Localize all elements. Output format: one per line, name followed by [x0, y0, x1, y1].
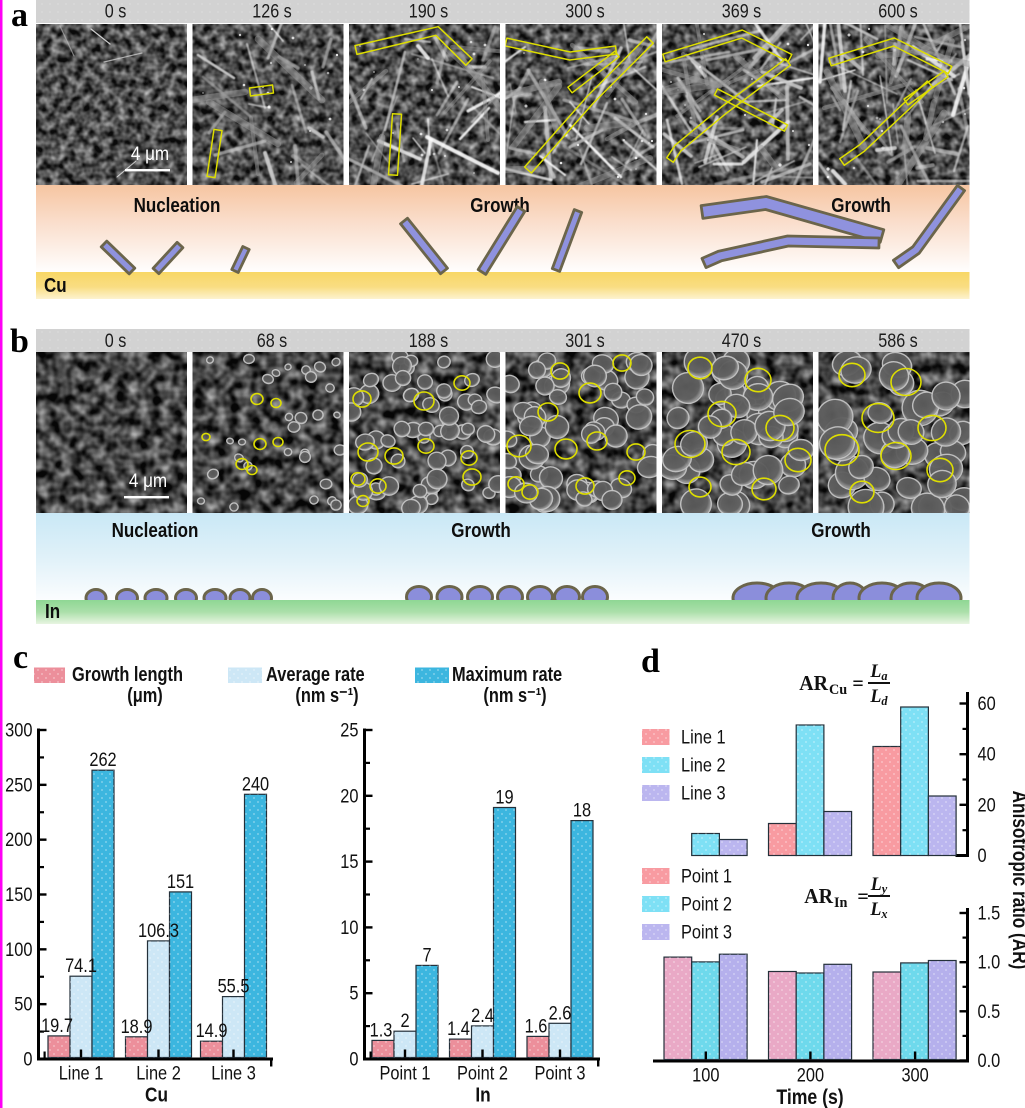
svg-text:d: d: [641, 643, 660, 680]
svg-text:151: 151: [167, 871, 194, 893]
svg-text:100: 100: [692, 1064, 719, 1086]
svg-text:55.5: 55.5: [218, 975, 250, 997]
svg-text:0 s: 0 s: [105, 0, 127, 22]
svg-text:25: 25: [340, 719, 358, 741]
svg-text:20: 20: [978, 794, 996, 816]
svg-text:4 μm: 4 μm: [131, 143, 169, 164]
svg-text:300: 300: [5, 719, 32, 741]
svg-text:2.6: 2.6: [549, 1002, 572, 1024]
svg-text:Line 3: Line 3: [681, 782, 726, 804]
svg-text:100: 100: [5, 938, 32, 960]
svg-text:0: 0: [349, 1048, 358, 1070]
svg-text:Ly: Ly: [870, 874, 888, 896]
svg-text:15: 15: [340, 851, 358, 873]
svg-text:150: 150: [5, 884, 32, 906]
svg-text:Cu: Cu: [44, 274, 67, 297]
svg-text:2: 2: [400, 1010, 409, 1032]
svg-text:Nucleation: Nucleation: [112, 519, 199, 542]
svg-text:La: La: [869, 661, 888, 683]
svg-text:Lx: Lx: [869, 899, 888, 921]
svg-text:68 s: 68 s: [257, 330, 288, 352]
svg-text:Ld: Ld: [869, 686, 888, 708]
svg-text:Cu: Cu: [145, 1084, 168, 1107]
svg-text:4 μm: 4 μm: [129, 470, 167, 491]
svg-text:300: 300: [901, 1064, 928, 1086]
svg-text:1.4: 1.4: [447, 1018, 470, 1040]
svg-text:262: 262: [89, 749, 116, 771]
svg-text:1.0: 1.0: [978, 951, 1001, 973]
svg-text:Point 2: Point 2: [457, 1062, 508, 1084]
svg-text:19: 19: [495, 786, 513, 808]
svg-text:200: 200: [5, 829, 32, 851]
svg-text:0.0: 0.0: [978, 1050, 1001, 1072]
svg-text:1.5: 1.5: [978, 902, 1001, 924]
svg-text:Nucleation: Nucleation: [134, 194, 221, 217]
svg-text:(nm s⁻¹): (nm s⁻¹): [295, 683, 358, 706]
svg-text:a: a: [11, 0, 28, 34]
svg-text:Growth length: Growth length: [72, 662, 183, 685]
svg-text:200: 200: [797, 1064, 824, 1086]
svg-text:190 s: 190 s: [409, 0, 449, 22]
svg-text:0: 0: [978, 845, 987, 867]
svg-text:Growth: Growth: [811, 519, 870, 542]
svg-text:7: 7: [422, 944, 431, 966]
svg-text:In: In: [475, 1084, 490, 1107]
svg-text:b: b: [10, 323, 29, 360]
svg-text:Maximum rate: Maximum rate: [452, 662, 562, 685]
svg-text:AR: AR: [799, 673, 828, 696]
svg-text:40: 40: [978, 743, 996, 765]
svg-text:Point 1: Point 1: [380, 1062, 431, 1084]
svg-text:Cu: Cu: [829, 682, 847, 698]
svg-text:126 s: 126 s: [252, 0, 292, 22]
svg-text:Point 3: Point 3: [681, 921, 732, 943]
svg-text:Line 2: Line 2: [136, 1062, 181, 1084]
svg-text:250: 250: [5, 774, 32, 796]
svg-text:In: In: [834, 895, 847, 911]
svg-text:369 s: 369 s: [722, 0, 762, 22]
svg-text:Growth: Growth: [451, 519, 510, 542]
svg-text:14.9: 14.9: [196, 1020, 228, 1042]
svg-text:20: 20: [340, 785, 358, 807]
svg-text:240: 240: [242, 773, 269, 795]
svg-text:19.7: 19.7: [41, 1015, 73, 1037]
svg-text:0: 0: [23, 1048, 32, 1070]
svg-text:1.6: 1.6: [525, 1015, 548, 1037]
svg-text:c: c: [13, 639, 28, 676]
svg-text:18: 18: [573, 799, 591, 821]
svg-text:(nm s⁻¹): (nm s⁻¹): [483, 683, 546, 706]
svg-text:586 s: 586 s: [878, 330, 918, 352]
svg-text:10: 10: [340, 917, 358, 939]
svg-text:5: 5: [349, 982, 358, 1004]
svg-text:300 s: 300 s: [565, 0, 605, 22]
svg-text:301 s: 301 s: [565, 330, 605, 352]
svg-text:74.1: 74.1: [65, 955, 97, 977]
svg-text:470 s: 470 s: [722, 330, 762, 352]
svg-text:Growth: Growth: [831, 194, 890, 217]
svg-text:Time (s): Time (s): [776, 1086, 843, 1108]
svg-text:600 s: 600 s: [878, 0, 918, 22]
svg-text:Point 2: Point 2: [681, 893, 732, 915]
svg-text:Point 1: Point 1: [681, 865, 732, 887]
svg-text:Average rate: Average rate: [266, 662, 365, 685]
svg-text:Line 1: Line 1: [59, 1062, 104, 1084]
svg-text:Point 3: Point 3: [535, 1062, 586, 1084]
svg-text:2.4: 2.4: [471, 1005, 494, 1027]
svg-text:Line 2: Line 2: [681, 754, 726, 776]
svg-text:106.3: 106.3: [138, 920, 179, 942]
svg-text:18.9: 18.9: [121, 1015, 153, 1037]
svg-text:Line 3: Line 3: [211, 1062, 256, 1084]
svg-text:0.5: 0.5: [978, 1000, 1001, 1022]
svg-text:(μm): (μm): [127, 683, 163, 706]
svg-text:1.3: 1.3: [370, 1019, 393, 1041]
svg-text:AR: AR: [804, 886, 833, 909]
svg-text:60: 60: [978, 693, 996, 715]
svg-text:Line 1: Line 1: [681, 726, 726, 748]
svg-text:0 s: 0 s: [105, 330, 127, 352]
svg-text:188 s: 188 s: [409, 330, 449, 352]
svg-text:50: 50: [14, 993, 32, 1015]
svg-text:=: =: [852, 673, 863, 696]
svg-text:In: In: [45, 600, 60, 623]
svg-text:=: =: [857, 886, 868, 909]
svg-text:Anisotropic ratio (AR): Anisotropic ratio (AR): [1008, 791, 1025, 970]
